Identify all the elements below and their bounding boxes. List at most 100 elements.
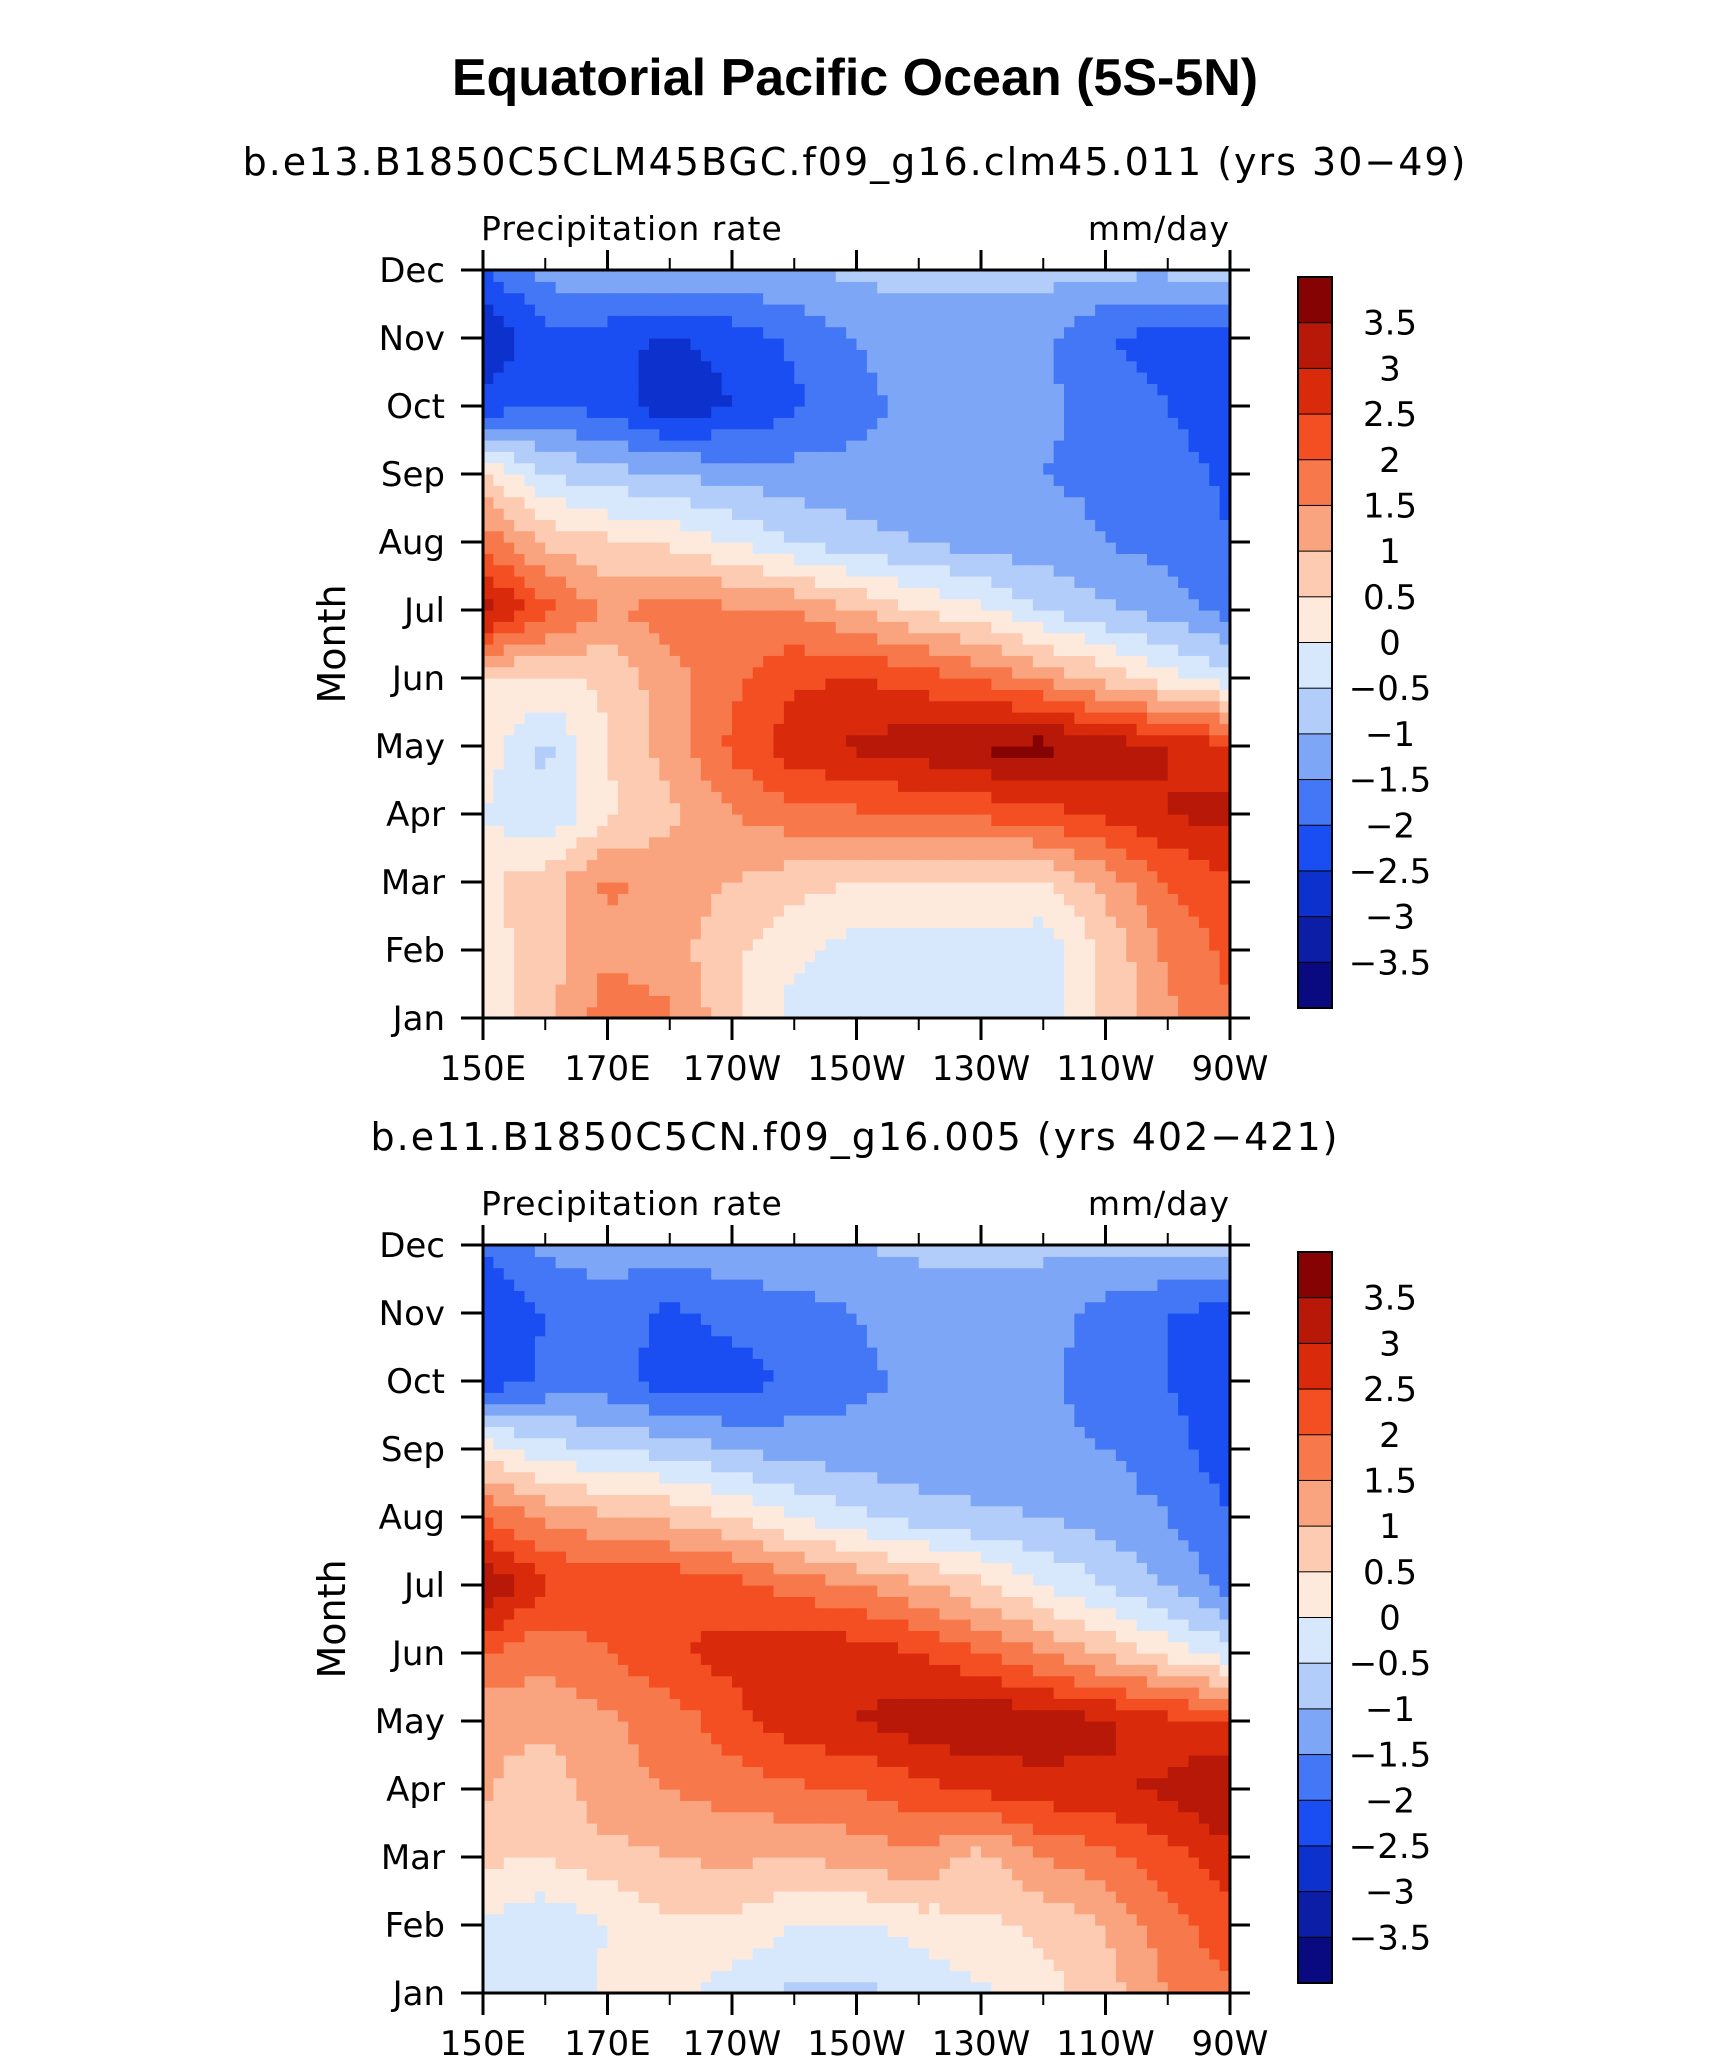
heatmap-cell — [732, 848, 743, 860]
heatmap-cell — [545, 587, 557, 600]
heatmap-cell — [960, 462, 972, 475]
heatmap-cell — [503, 542, 515, 554]
heatmap-cell — [825, 961, 837, 974]
heatmap-cell — [856, 474, 868, 486]
heatmap-cell — [856, 723, 868, 736]
panel-2-subtitle: b.e11.B1850C5CN.f09_g16.005 (yrs 402−421… — [370, 1115, 1340, 1159]
heatmap-cell — [597, 712, 609, 724]
heatmap-cell — [659, 406, 671, 418]
heatmap-cell — [493, 723, 505, 736]
heatmap-cell — [1084, 723, 1096, 736]
heatmap-cell — [763, 961, 775, 974]
heatmap-cell — [1157, 961, 1169, 974]
heatmap-cell — [846, 814, 858, 826]
heatmap-cell — [815, 304, 826, 316]
heatmap-cell — [1136, 882, 1148, 894]
heatmap-cell — [545, 440, 557, 452]
heatmap-cell — [1188, 417, 1200, 430]
heatmap-cell — [939, 428, 951, 441]
heatmap-cell — [981, 836, 992, 849]
heatmap-cell — [1012, 451, 1024, 464]
heatmap-cell — [742, 372, 754, 384]
heatmap-cell — [545, 666, 557, 679]
heatmap-cell — [1105, 462, 1117, 475]
heatmap-cell — [1053, 610, 1065, 622]
heatmap-cell — [1157, 428, 1169, 441]
heatmap-cell — [908, 462, 920, 475]
heatmap-cell — [503, 961, 515, 974]
heatmap-cell — [918, 644, 930, 656]
heatmap-cell — [908, 440, 920, 452]
heatmap-cell — [981, 1006, 992, 1018]
heatmap-cell — [752, 1006, 764, 1018]
heatmap-cell — [773, 882, 785, 894]
heatmap-cell — [545, 961, 557, 974]
heatmap-cell — [534, 814, 546, 826]
heatmap-cell — [773, 644, 785, 656]
heatmap-cell — [929, 746, 941, 758]
heatmap-cell — [1219, 360, 1230, 373]
heatmap-cell — [866, 768, 878, 781]
heatmap-cell — [1022, 1006, 1034, 1018]
heatmap-cell — [1209, 734, 1221, 747]
heatmap-cell — [638, 315, 650, 328]
heatmap-cell — [939, 496, 951, 509]
heatmap-cell — [877, 972, 889, 985]
heatmap-cell — [617, 508, 629, 520]
heatmap-cell — [918, 496, 930, 509]
heatmap-cell — [545, 553, 557, 566]
heatmap-cell — [1178, 587, 1190, 600]
heatmap-cell — [898, 519, 909, 532]
heatmap-cell — [939, 791, 951, 804]
heatmap-cell — [493, 644, 505, 656]
heatmap-cell — [493, 1006, 505, 1018]
heatmap-cell — [586, 984, 598, 996]
heatmap-cell — [1115, 916, 1127, 928]
heatmap-cell — [586, 882, 598, 894]
heatmap-cell — [659, 417, 671, 430]
heatmap-cell — [846, 746, 858, 758]
heatmap-cell — [680, 791, 692, 804]
heatmap-cell — [1178, 848, 1190, 860]
heatmap-cell — [1188, 587, 1200, 600]
heatmap-cell — [1095, 281, 1107, 294]
heatmap-cell — [763, 825, 775, 838]
heatmap-cell — [763, 406, 775, 418]
heatmap-cell — [524, 632, 536, 645]
heatmap-cell — [815, 882, 826, 894]
heatmap-cell — [970, 1970, 982, 1983]
heatmap-cell — [783, 712, 795, 724]
heatmap-cell — [949, 315, 961, 328]
heatmap-cell — [815, 995, 826, 1008]
heatmap-cell — [835, 916, 847, 928]
heatmap-cell — [483, 689, 494, 702]
heatmap-cell — [1136, 972, 1148, 985]
heatmap-cell — [981, 984, 992, 996]
heatmap-cell — [680, 576, 692, 588]
heatmap-cell — [638, 610, 650, 622]
heatmap-cell — [566, 746, 577, 758]
heatmap-cell — [649, 360, 660, 373]
heatmap-cell — [711, 870, 723, 883]
heatmap-cell — [877, 632, 889, 645]
heatmap-cell — [825, 587, 837, 600]
heatmap-cell — [949, 598, 961, 611]
heatmap-cell — [690, 927, 702, 940]
heatmap-cell — [804, 655, 816, 668]
heatmap-cell — [1064, 916, 1075, 928]
heatmap-cell — [669, 972, 681, 985]
heatmap-cell — [617, 712, 629, 724]
heatmap-cell — [939, 349, 951, 362]
heatmap-cell — [1022, 904, 1034, 917]
heatmap-cell — [1198, 428, 1210, 441]
heatmap-cell — [680, 689, 692, 702]
heatmap-cell — [597, 598, 609, 611]
heatmap-cell — [804, 961, 816, 974]
heatmap-cell — [1032, 961, 1044, 974]
heatmap-cell — [534, 791, 546, 804]
heatmap-cell — [659, 950, 671, 962]
heatmap-cell — [1043, 304, 1055, 316]
heatmap-cell — [1001, 621, 1013, 634]
heatmap-cell — [783, 519, 795, 532]
heatmap-cell — [1147, 292, 1158, 305]
